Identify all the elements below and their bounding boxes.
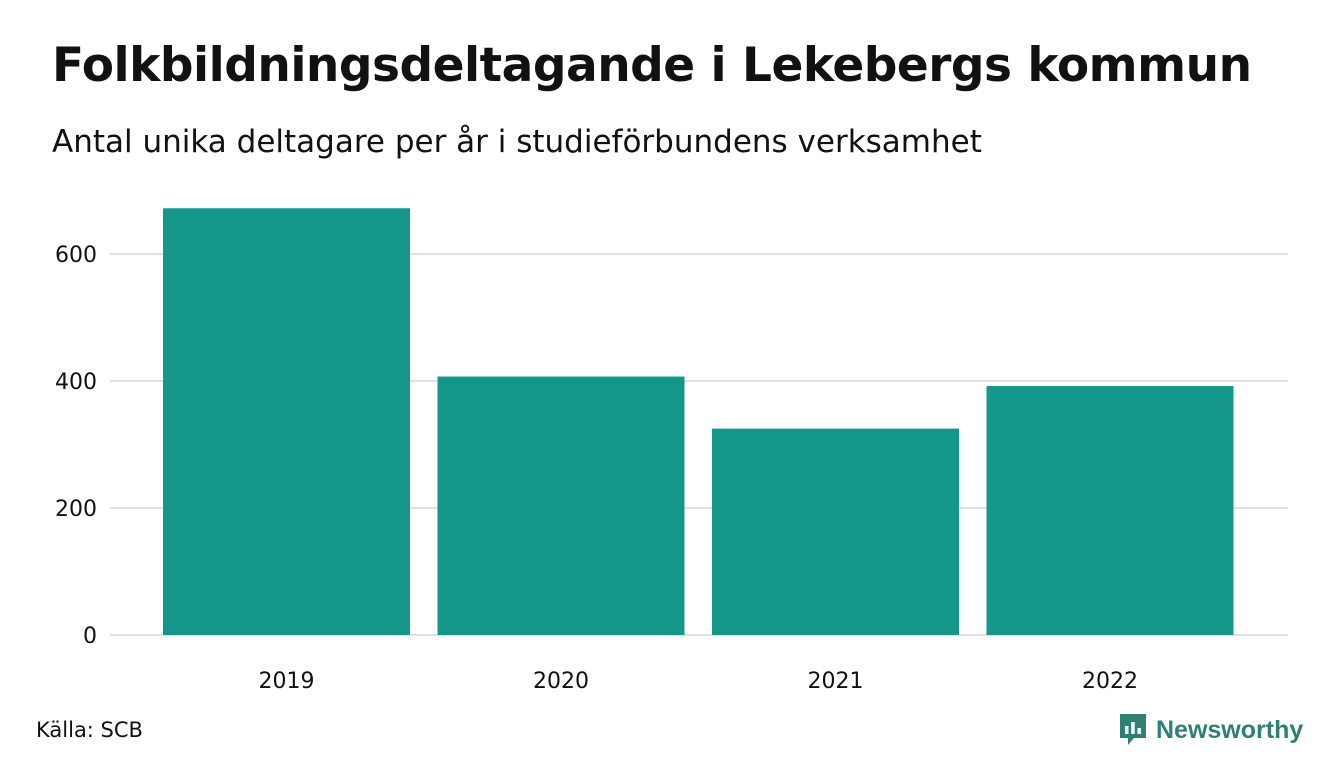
brand-logo[interactable]: Newsworthy xyxy=(1118,712,1303,748)
bar-2022 xyxy=(986,386,1234,635)
newsworthy-logo-icon xyxy=(1120,714,1146,745)
bars xyxy=(163,208,1234,635)
y-tick-label: 0 xyxy=(83,624,97,649)
y-tick-label: 600 xyxy=(55,243,97,268)
bar-2021 xyxy=(712,428,959,635)
chart-title: Folkbildningsdeltagande i Lekebergs komm… xyxy=(52,38,1252,93)
x-tick-label: 2019 xyxy=(259,669,315,694)
x-axis-ticks: 2019 2020 2021 2022 xyxy=(259,669,1139,694)
y-axis-ticks: 0 200 400 600 xyxy=(55,243,97,649)
bar-2020 xyxy=(437,376,685,635)
chart-subtitle: Antal unika deltagare per år i studieför… xyxy=(52,124,982,160)
y-tick-label: 400 xyxy=(55,370,97,395)
brand-name: Newsworthy xyxy=(1156,715,1304,744)
bar-2019 xyxy=(163,208,410,635)
x-tick-label: 2022 xyxy=(1082,669,1138,694)
x-tick-label: 2020 xyxy=(533,669,589,694)
y-tick-label: 200 xyxy=(55,497,97,522)
x-tick-label: 2021 xyxy=(808,669,864,694)
source-label: Källa: SCB xyxy=(36,718,143,742)
